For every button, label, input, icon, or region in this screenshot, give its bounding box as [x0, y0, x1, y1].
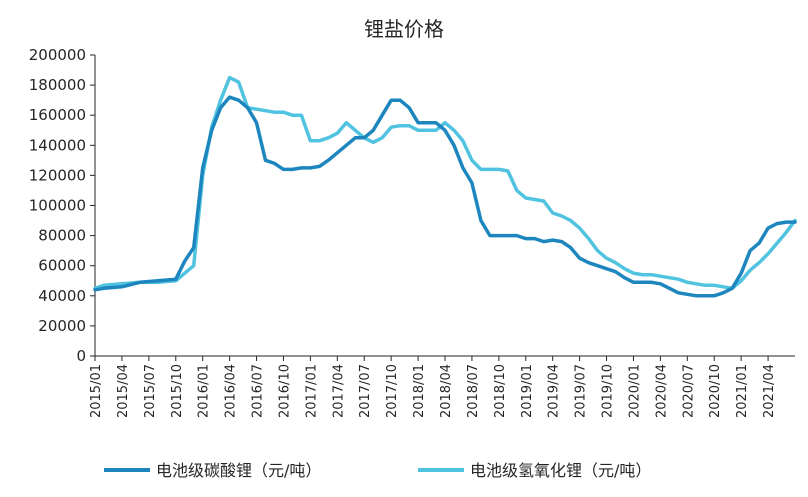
- y-tick-label: 140000: [29, 136, 86, 154]
- series-layer: [93, 75, 797, 298]
- x-tick-label: 2017/01: [304, 364, 319, 418]
- y-tick-label: 20000: [38, 317, 86, 335]
- y-tick-label: 180000: [29, 76, 86, 94]
- x-tick-label: 2017/07: [358, 364, 373, 418]
- legend-label: 电池级氢氧化锂（元/吨）: [470, 461, 651, 480]
- series-line-2: [93, 75, 797, 291]
- y-tick-label: 100000: [29, 197, 86, 215]
- y-tick-label: 0: [76, 347, 86, 365]
- x-tick-label: 2019/01: [520, 364, 535, 418]
- x-tick-label: 2016/10: [277, 364, 292, 418]
- x-tick-label: 2020/07: [681, 364, 696, 418]
- x-tick-label: 2020/04: [654, 364, 669, 418]
- x-tick-label: 2018/01: [412, 364, 427, 418]
- chart-title: 锂盐价格: [364, 17, 444, 41]
- y-tick-label: 120000: [29, 166, 86, 184]
- x-tick-label: 2015/01: [89, 364, 104, 418]
- y-tick-label: 200000: [29, 46, 86, 64]
- x-tick-label: 2019/10: [601, 364, 616, 418]
- x-tick-label: 2018/10: [493, 364, 508, 418]
- x-tick-label: 2021/04: [762, 364, 777, 418]
- y-tick-label: 160000: [29, 106, 86, 124]
- x-tick-label: 2019/07: [574, 364, 589, 418]
- x-tick-label: 2016/04: [224, 364, 239, 418]
- x-tick-label: 2018/04: [439, 364, 454, 418]
- legend-label: 电池级碳酸锂（元/吨）: [156, 461, 321, 480]
- legend: 电池级碳酸锂（元/吨） 电池级氢氧化锂（元/吨）: [104, 461, 651, 480]
- x-tick-label: 2020/10: [708, 364, 723, 418]
- x-tick-label: 2018/07: [466, 364, 481, 418]
- x-tick-label: 2017/10: [385, 364, 400, 418]
- x-axis: 2015/01 2015/04 2015/07 2015/10 2016/01 2016/…: [89, 355, 795, 418]
- x-tick-label: 2016/07: [251, 364, 266, 418]
- x-tick-label: 2019/04: [547, 364, 562, 418]
- y-tick-label: 80000: [38, 227, 86, 245]
- x-tick-label: 2015/07: [143, 364, 158, 418]
- x-tick-label: 2016/01: [197, 364, 212, 418]
- y-tick-label: 60000: [38, 257, 86, 275]
- x-tick-label: 2021/01: [735, 364, 750, 418]
- x-tick-label: 2015/04: [116, 364, 131, 418]
- x-tick-label: 2017/04: [331, 364, 346, 418]
- y-tick-label: 40000: [38, 287, 86, 305]
- y-axis: 2000001800001600001400001200001000008000…: [29, 46, 96, 365]
- x-tick-label: 2015/10: [170, 364, 185, 418]
- x-tick-label: 2020/01: [627, 364, 642, 418]
- series-line-1: [93, 95, 797, 298]
